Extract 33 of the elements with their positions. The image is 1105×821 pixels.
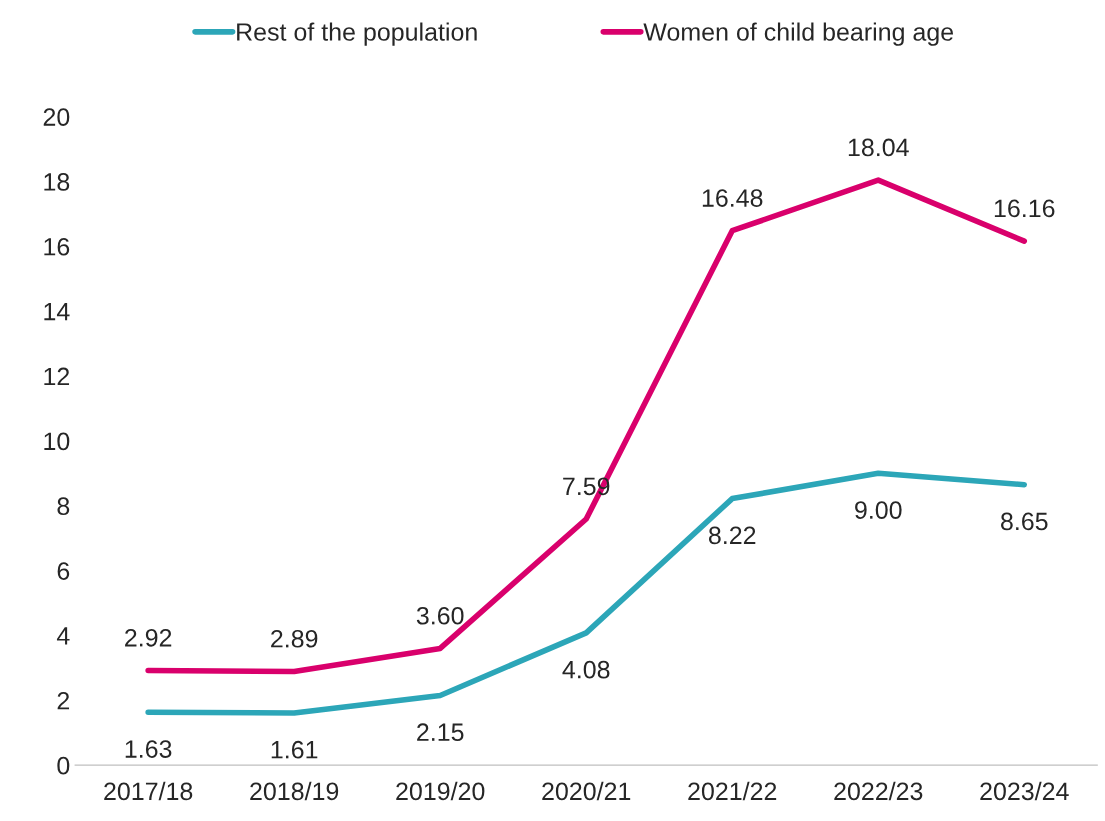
x-tick-label: 2022/23 <box>834 781 923 801</box>
data-label: 8.65 <box>1001 512 1048 531</box>
y-tick-label: 14 <box>44 303 70 321</box>
data-label: 1.61 <box>271 740 318 759</box>
data-label: 3.60 <box>416 606 464 625</box>
x-tick-label: 2017/18 <box>104 781 193 801</box>
y-tick-label: 18 <box>44 173 70 191</box>
data-label: 1.63 <box>125 740 172 758</box>
data-label: 2.92 <box>125 628 172 647</box>
legend-label: Women of child bearing age <box>643 22 954 46</box>
y-tick-label: 12 <box>44 367 70 386</box>
y-tick-label: 4 <box>56 627 70 645</box>
y-tick-label: 8 <box>57 497 70 516</box>
x-tick-label: 2023/24 <box>980 781 1069 801</box>
data-label: 18.04 <box>848 138 909 157</box>
data-label: 8.22 <box>708 526 756 545</box>
legend-label: Rest of the population <box>237 22 477 46</box>
y-tick-label: 6 <box>57 562 70 580</box>
x-tick-label: 2019/20 <box>396 781 485 801</box>
data-label: 4.08 <box>562 660 610 679</box>
y-tick-label: 16 <box>44 237 70 256</box>
x-tick-label: 2020/21 <box>542 781 631 801</box>
x-tick-label: 2018/19 <box>250 781 339 801</box>
y-tick-label: 20 <box>43 108 70 126</box>
data-label: 9.00 <box>855 501 902 519</box>
data-label: 2.89 <box>271 629 318 648</box>
x-tick-label: 2021/22 <box>688 781 777 801</box>
y-tick-label: 10 <box>44 432 70 451</box>
data-label: 16.48 <box>702 189 763 207</box>
data-label: 2.15 <box>417 723 464 742</box>
y-tick-label: 2 <box>57 691 70 710</box>
data-label: 16.16 <box>994 199 1055 218</box>
y-tick-label: 0 <box>57 756 70 775</box>
